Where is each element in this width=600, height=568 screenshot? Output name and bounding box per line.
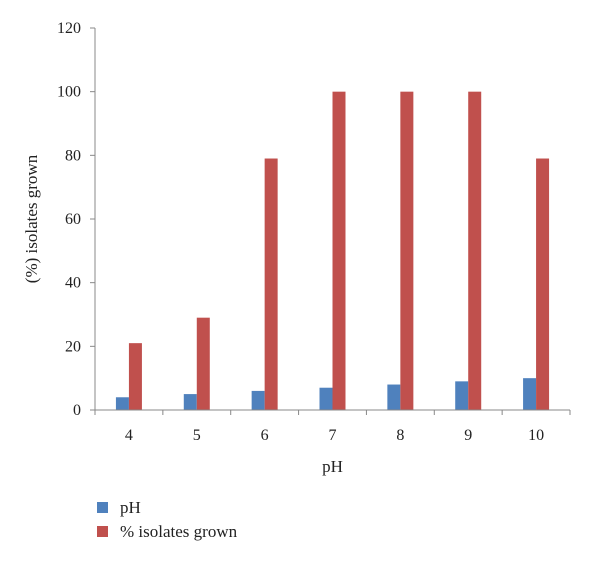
- bar-ph-6: [251, 390, 265, 410]
- bar-ph-8: [387, 384, 401, 410]
- legend-swatch-isolates: [97, 526, 108, 537]
- y-tick-label: 60: [65, 211, 81, 228]
- y-axis-title: (%) isolates grown: [22, 154, 41, 283]
- x-tick-label: 8: [396, 427, 404, 444]
- y-tick-label: 100: [57, 84, 81, 101]
- y-tick-label: 120: [57, 20, 81, 37]
- bar-isolates-9: [468, 91, 482, 411]
- legend-label-ph: pH: [120, 498, 141, 517]
- x-tick-label: 7: [329, 427, 337, 444]
- bar-isolates-4: [128, 343, 142, 410]
- y-tick-label: 40: [65, 275, 81, 292]
- bar-ph-5: [183, 394, 197, 410]
- bar-ph-7: [319, 387, 333, 410]
- x-tick-label: 6: [261, 427, 269, 444]
- legend-label-isolates: % isolates grown: [120, 522, 238, 541]
- bars: [115, 91, 550, 411]
- x-tick-label: 5: [193, 427, 201, 444]
- y-tick-label: 20: [65, 338, 81, 355]
- bar-ph-4: [115, 397, 129, 410]
- y-tick-label: 0: [73, 402, 81, 419]
- legend: pH % isolates grown: [97, 498, 238, 541]
- bar-isolates-8: [400, 91, 414, 411]
- bar-isolates-6: [264, 158, 278, 410]
- x-axis-ticks: 4 5 6 7 8 9 10: [94, 410, 571, 444]
- bar-ph-9: [455, 381, 469, 410]
- y-tick-label: 80: [65, 147, 81, 164]
- x-tick-label: 4: [125, 427, 133, 444]
- x-tick-label: 9: [464, 427, 472, 444]
- y-axis-ticks: 0 20 40 60 80 100 120: [57, 20, 95, 419]
- x-tick-label: 10: [528, 427, 544, 444]
- bar-isolates-10: [536, 158, 550, 410]
- x-axis-title: pH: [322, 457, 343, 476]
- bar-isolates-5: [196, 317, 210, 410]
- bar-ph-10: [523, 378, 537, 410]
- legend-swatch-ph: [97, 502, 108, 513]
- bar-isolates-7: [332, 91, 346, 411]
